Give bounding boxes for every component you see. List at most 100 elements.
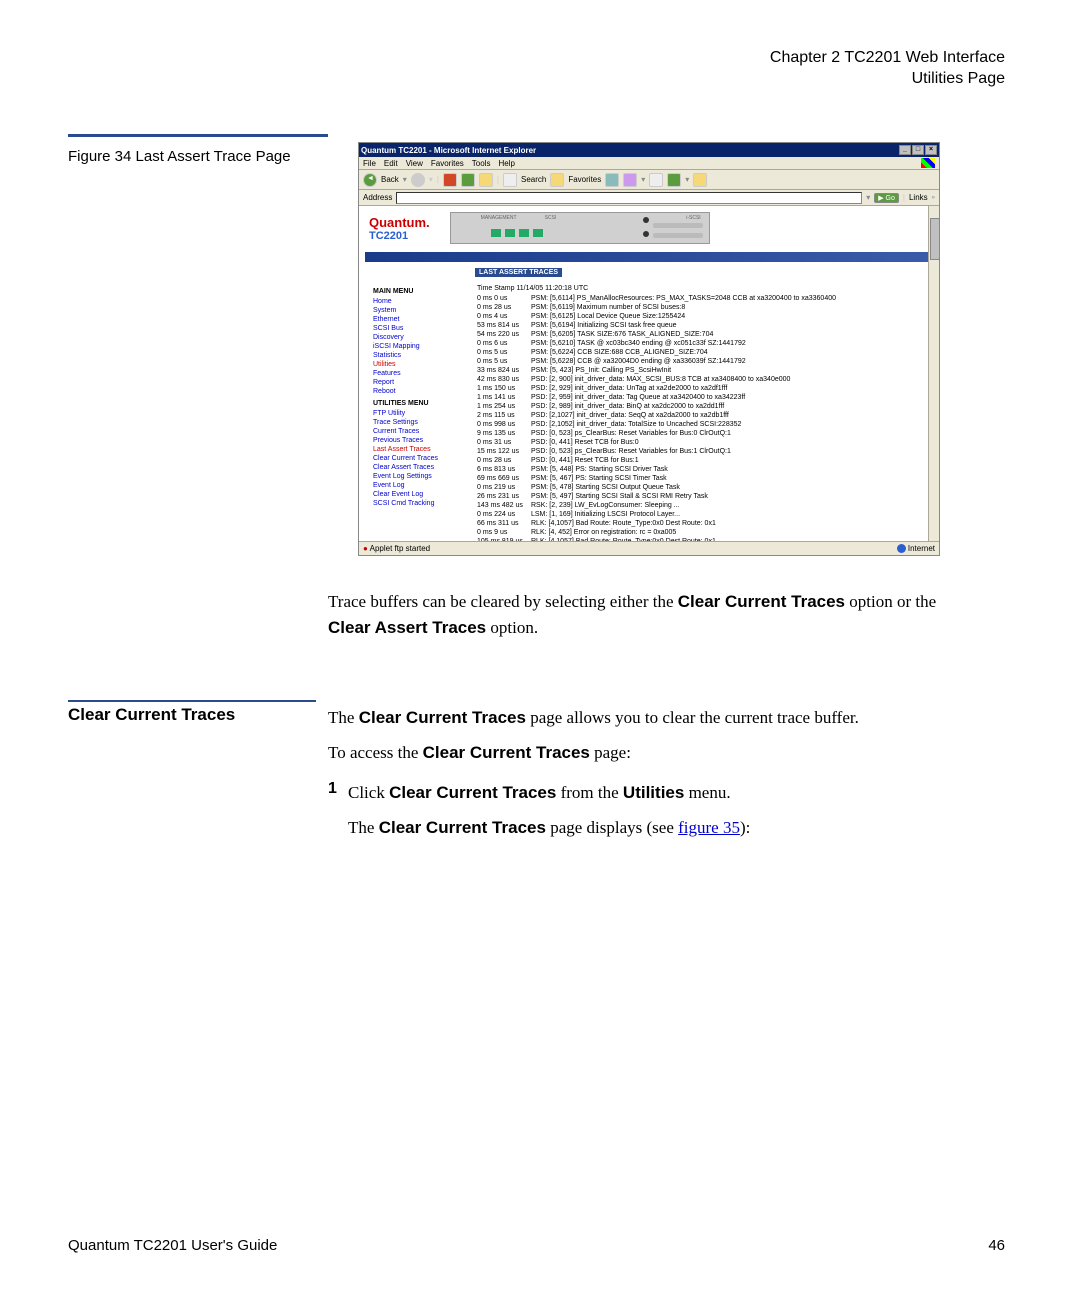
trace-message: PSD: [2,1027] init_driver_data: SeqQ at … [531,411,729,420]
sidebar-item-clear-event-log[interactable]: Clear Event Log [373,490,473,499]
trace-time: 1 ms 150 us [477,384,531,393]
sidebar-item-statistics[interactable]: Statistics [373,351,473,360]
trace-row: 0 ms 5 usPSM: [5,6228] CCB @ xa32004D0 e… [477,357,836,366]
go-button[interactable]: ▶ Go [874,193,899,203]
trace-time: 0 ms 10 us [477,555,531,556]
trace-row: 54 ms 220 usPSM: [5,6205] TASK SIZE:676 … [477,330,836,339]
ie-title: Quantum TC2201 - Microsoft Internet Expl… [361,146,536,155]
sidebar-item-utilities[interactable]: Utilities [373,360,473,369]
sidebar-item-previous-traces[interactable]: Previous Traces [373,436,473,445]
sidebar-item-discovery[interactable]: Discovery [373,333,473,342]
trace-time: 1 ms 141 us [477,393,531,402]
mail-icon[interactable] [649,173,663,187]
sidebar-item-clear-assert-traces[interactable]: Clear Assert Traces [373,463,473,472]
menu-edit[interactable]: Edit [384,159,398,168]
figure-35-link[interactable]: figure 35 [678,818,740,837]
sidebar-item-iscsi-mapping[interactable]: iSCSI Mapping [373,342,473,351]
page-header: Chapter 2 TC2201 Web Interface Utilities… [770,48,1005,90]
step-number-1: 1 [328,780,337,798]
trace-message: PSD: [2, 900] init_driver_data: MAX_SCSI… [531,375,790,384]
search-icon[interactable] [503,173,517,187]
trace-row: 42 ms 830 usPSD: [2, 900] init_driver_da… [477,375,836,384]
step-1-result: The Clear Current Traces page displays (… [348,815,940,841]
ie-logo-icon [921,158,935,168]
forward-button[interactable] [411,173,425,187]
sidebar-item-last-assert-traces[interactable]: Last Assert Traces [373,445,473,454]
trace-row: 0 ms 5 usPSM: [5,6224] CCB SIZE:688 CCB_… [477,348,836,357]
trace-message: PSD: [0, 523] ps_ClearBus: Reset Variabl… [531,447,731,456]
sidebar-item-event-log-settings[interactable]: Event Log Settings [373,472,473,481]
globe-icon [897,544,906,553]
sidebar-item-features[interactable]: Features [373,369,473,378]
device-image: MANAGEMENT SCSI i-SCSI [450,212,710,244]
trace-time: 54 ms 220 us [477,330,531,339]
history-icon[interactable] [623,173,637,187]
paragraph-trace-buffers: Trace buffers can be cleared by selectin… [328,589,940,640]
scrollbar[interactable] [928,206,939,556]
edit-icon[interactable] [667,173,681,187]
back-button[interactable] [363,173,377,187]
trace-message: PSM: [5, 467] PS: Starting SCSI Timer Ta… [531,474,667,483]
section-rule [68,700,316,702]
sidebar-item-clear-current-traces[interactable]: Clear Current Traces [373,454,473,463]
trace-message: PSM: [5, 497] Starting SCSI Stall & SCSI… [531,492,708,501]
trace-row: 0 ms 0 usPSM: [5,6114] PS_ManAllocResour… [477,294,836,303]
sidebar-item-ethernet[interactable]: Ethernet [373,315,473,324]
trace-row: 0 ms 9 usRLK: [4, 452] Error on registra… [477,528,836,537]
sidebar-item-home[interactable]: Home [373,297,473,306]
home-icon[interactable] [479,173,493,187]
trace-time: 6 ms 813 us [477,465,531,474]
discuss-icon[interactable] [693,173,707,187]
trace-row: 6 ms 813 usPSM: [5, 448] PS: Starting SC… [477,465,836,474]
trace-row: 69 ms 669 usPSM: [5, 467] PS: Starting S… [477,474,836,483]
sidebar-item-scsi-cmd-tracking[interactable]: SCSI Cmd Tracking [373,499,473,508]
trace-time: 2 ms 115 us [477,411,531,420]
trace-message: PSM: [5,6205] TASK SIZE:676 TASK_ALIGNED… [531,330,713,339]
section-heading: Clear Current Traces [68,705,235,725]
sidebar-item-current-traces[interactable]: Current Traces [373,427,473,436]
links-label[interactable]: Links [909,193,928,202]
close-button[interactable]: × [925,145,937,155]
quantum-header: Quantum. TC2201 MANAGEMENT SCSI i-SCSI [359,206,939,250]
menu-file[interactable]: File [363,159,376,168]
trace-message: PSD: [2,1052] init_driver_data: TotalSiz… [531,420,741,429]
sidebar-item-trace-settings[interactable]: Trace Settings [373,418,473,427]
paragraph-access: To access the Clear Current Traces page: [328,740,940,766]
menu-favorites[interactable]: Favorites [431,159,464,168]
maximize-button[interactable]: □ [912,145,924,155]
menu-tools[interactable]: Tools [472,159,491,168]
ie-titlebar: Quantum TC2201 - Microsoft Internet Expl… [359,143,939,157]
address-input[interactable] [396,192,862,204]
favorites-icon[interactable] [550,173,564,187]
step-1-text: Click Clear Current Traces from the Util… [348,780,940,806]
trace-time: 0 ms 28 us [477,303,531,312]
trace-time: 9 ms 135 us [477,429,531,438]
trace-row: 15 ms 122 usPSD: [0, 523] ps_ClearBus: R… [477,447,836,456]
back-label[interactable]: Back [381,175,399,184]
trace-row: 0 ms 10 usPSM: [5,3008] PS: Waiting to r… [477,555,836,556]
refresh-icon[interactable] [461,173,475,187]
stop-icon[interactable] [443,173,457,187]
trace-time: 0 ms 4 us [477,312,531,321]
quantum-logo: Quantum. [369,215,430,230]
media-icon[interactable] [605,173,619,187]
trace-message: PSD: [2, 959] init_driver_data: Tag Queu… [531,393,745,402]
trace-row: 1 ms 141 usPSD: [2, 959] init_driver_dat… [477,393,836,402]
trace-time: 0 ms 6 us [477,339,531,348]
trace-row: 26 ms 231 usPSM: [5, 497] Starting SCSI … [477,492,836,501]
trace-message: PSM: [5,6119] Maximum number of SCSI bus… [531,303,685,312]
menu-view[interactable]: View [406,159,423,168]
trace-time: 0 ms 219 us [477,483,531,492]
sidebar-item-report[interactable]: Report [373,378,473,387]
sidebar-item-reboot[interactable]: Reboot [373,387,473,396]
minimize-button[interactable]: _ [899,145,911,155]
trace-row: 33 ms 824 usPSM: [5, 423] PS_Init: Calli… [477,366,836,375]
sidebar-item-system[interactable]: System [373,306,473,315]
trace-time: 33 ms 824 us [477,366,531,375]
sidebar-item-event-log[interactable]: Event Log [373,481,473,490]
sidebar-item-ftp-utility[interactable]: FTP Utility [373,409,473,418]
search-label[interactable]: Search [521,175,546,184]
sidebar-item-scsi-bus[interactable]: SCSI Bus [373,324,473,333]
favorites-label[interactable]: Favorites [568,175,601,184]
menu-help[interactable]: Help [498,159,514,168]
